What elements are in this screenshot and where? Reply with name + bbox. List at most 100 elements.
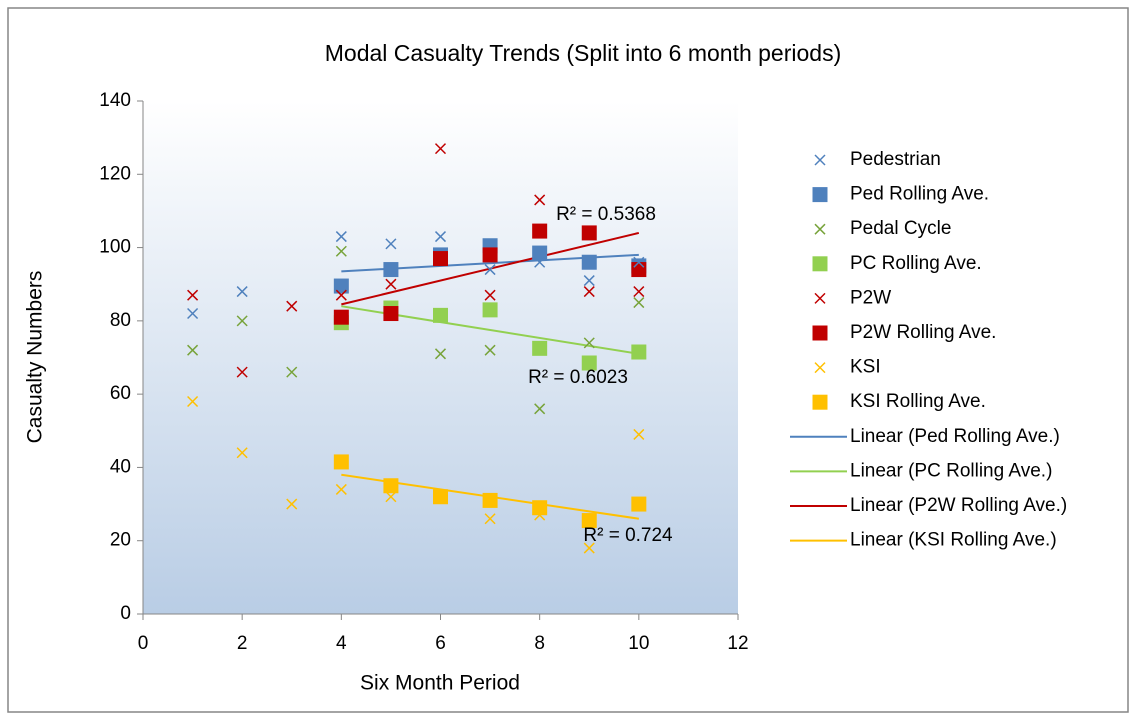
rolling-point xyxy=(532,340,548,356)
rolling-point xyxy=(631,262,647,278)
rolling-point xyxy=(333,454,349,470)
x-tick-label: 2 xyxy=(237,633,248,654)
rolling-point xyxy=(581,355,597,371)
legend-swatch xyxy=(812,187,828,203)
point xyxy=(385,491,397,503)
point xyxy=(484,289,496,301)
chart-title: Modal Casualty Trends (Split into 6 mont… xyxy=(325,40,841,66)
r-squared-label: R² = 0.5368 xyxy=(556,204,656,225)
point xyxy=(286,366,298,378)
rolling-point xyxy=(631,344,647,360)
rolling-point xyxy=(482,302,498,318)
y-tick-label: 60 xyxy=(110,383,131,404)
point xyxy=(583,275,595,287)
point xyxy=(236,447,248,459)
x-axis-label: Six Month Period xyxy=(360,672,520,695)
rolling-point xyxy=(581,513,597,529)
point xyxy=(286,498,298,510)
legend-label: PC Rolling Ave. xyxy=(850,253,982,274)
y-tick-label: 80 xyxy=(110,310,131,331)
point xyxy=(236,366,248,378)
point xyxy=(187,344,199,356)
legend-swatch xyxy=(814,292,826,304)
y-tick-label: 0 xyxy=(120,603,131,624)
point xyxy=(187,307,199,320)
x-tick-label: 8 xyxy=(534,633,545,654)
point xyxy=(484,264,496,276)
y-tick-label: 120 xyxy=(99,163,131,184)
legend-label: Linear (P2W Rolling Ave.) xyxy=(850,495,1067,516)
legend-label: P2W Rolling Ave. xyxy=(850,322,996,343)
legend-label: Pedal Cycle xyxy=(850,218,951,239)
legend-label: KSI xyxy=(850,357,881,378)
point xyxy=(434,231,447,243)
point xyxy=(534,194,546,206)
y-tick-label: 140 xyxy=(99,90,131,111)
x-tick-label: 12 xyxy=(727,633,748,654)
point xyxy=(385,238,397,250)
r-squared-label: R² = 0.724 xyxy=(583,525,673,546)
point xyxy=(335,483,347,495)
x-tick-label: 0 xyxy=(138,633,149,654)
legend-label: Linear (KSI Rolling Ave.) xyxy=(850,530,1057,551)
point xyxy=(583,337,595,349)
point xyxy=(583,286,595,298)
point xyxy=(534,509,546,521)
point xyxy=(236,286,248,298)
legend-label: Linear (PC Rolling Ave.) xyxy=(850,460,1052,481)
y-tick-label: 40 xyxy=(110,456,131,477)
legend-label: Linear (Ped Rolling Ave.) xyxy=(850,426,1060,447)
r-squared-label: R² = 0.6023 xyxy=(528,367,628,388)
point xyxy=(633,286,645,298)
rolling-point xyxy=(581,254,597,270)
point xyxy=(187,289,199,301)
legend-label: Ped Rolling Ave. xyxy=(850,184,989,205)
y-tick-label: 100 xyxy=(99,237,131,258)
rolling-point xyxy=(383,478,399,494)
rolling-point xyxy=(532,245,548,261)
point xyxy=(236,315,248,327)
legend-swatch xyxy=(812,325,828,341)
legend-label: Pedestrian xyxy=(850,149,941,170)
legend-label: KSI Rolling Ave. xyxy=(850,391,986,412)
point xyxy=(187,395,199,408)
point xyxy=(633,428,645,440)
rolling-point xyxy=(581,225,597,241)
rolling-point xyxy=(383,262,399,278)
x-tick-label: 10 xyxy=(628,633,649,654)
legend-swatch xyxy=(814,362,826,374)
y-tick-label: 20 xyxy=(110,530,131,551)
point xyxy=(633,297,645,309)
point xyxy=(534,403,546,415)
legend-swatch xyxy=(812,256,828,272)
rolling-point xyxy=(383,306,399,322)
point xyxy=(286,300,298,312)
rolling-point xyxy=(532,223,548,239)
point xyxy=(583,542,595,554)
rolling-point xyxy=(333,278,349,294)
rolling-point xyxy=(482,492,498,508)
point xyxy=(335,231,347,243)
rolling-point xyxy=(433,489,448,505)
point xyxy=(484,513,496,525)
rolling-point xyxy=(333,309,349,325)
legend-swatch xyxy=(814,154,826,166)
point xyxy=(434,348,447,360)
point xyxy=(534,256,546,268)
rolling-point xyxy=(433,307,448,323)
rolling-point xyxy=(532,500,548,516)
rolling-point xyxy=(631,496,647,512)
point xyxy=(335,289,347,301)
rolling-point xyxy=(433,251,448,267)
x-tick-label: 6 xyxy=(435,633,446,654)
legend-swatch xyxy=(812,394,828,410)
rolling-point xyxy=(482,247,498,263)
point xyxy=(484,344,496,356)
point xyxy=(633,256,645,268)
legend-swatch xyxy=(814,223,826,235)
point xyxy=(385,278,397,290)
point xyxy=(434,143,447,155)
y-axis-label: Casualty Numbers xyxy=(24,271,47,444)
